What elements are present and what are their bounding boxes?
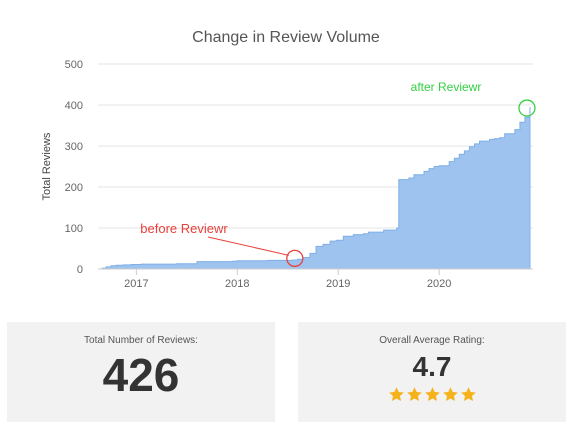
total-reviews-label: Total Number of Reviews: <box>84 335 198 346</box>
y-tick-label: 100 <box>65 223 83 235</box>
average-rating-card: Overall Average Rating: 4.7 <box>298 322 566 422</box>
total-reviews-card: Total Number of Reviews: 426 <box>7 322 275 422</box>
review-volume-chart: Change in Review Volume 0 100 200 300 400 500 T… <box>41 29 536 290</box>
rating-stars <box>388 386 477 403</box>
series-area <box>98 107 531 270</box>
average-rating-label: Overall Average Rating: <box>379 335 485 346</box>
y-tick-label: 200 <box>65 182 83 194</box>
y-tick-label: 400 <box>65 100 83 112</box>
star-icon <box>460 387 476 402</box>
annotation-before-label: before Reviewr <box>140 221 228 236</box>
chart-svg: Change in Review Volume 0 100 200 300 400 500 T… <box>41 29 536 290</box>
annotation-after-label: after Reviewr <box>411 80 482 94</box>
star-icon <box>442 387 458 402</box>
y-tick-label: 500 <box>65 59 83 71</box>
x-tick-label: 2020 <box>427 278 451 290</box>
y-axis-title: Total Reviews <box>41 132 53 200</box>
star-icon <box>388 387 404 402</box>
x-tick-label: 2018 <box>225 278 249 290</box>
x-tick-label: 2017 <box>124 278 148 290</box>
y-tick-label: 0 <box>77 264 83 276</box>
average-rating-value: 4.7 <box>412 351 452 382</box>
annotation-before-line <box>207 236 289 256</box>
total-reviews-value: 426 <box>102 349 180 401</box>
y-tick-label: 300 <box>65 141 83 153</box>
annotation-after-circle <box>518 99 536 117</box>
x-tick-label: 2019 <box>326 278 350 290</box>
annotation-before-circle <box>286 249 304 267</box>
chart-title: Change in Review Volume <box>192 29 380 46</box>
star-icon <box>424 387 440 402</box>
star-icon <box>406 387 422 402</box>
